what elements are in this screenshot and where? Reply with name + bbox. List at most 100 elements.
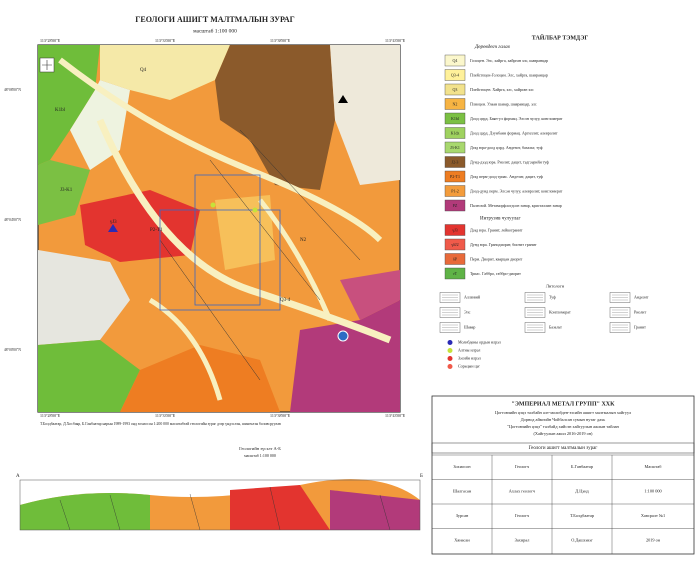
deposit-label: Зэсийн илрэл — [458, 355, 481, 360]
legend-text: Дээд юра. Гранит, лейкогранит — [470, 227, 523, 233]
legend-text: Плейстоцен. Хайрга, элс, хайрган элс — [470, 87, 534, 93]
section-end: А — [16, 474, 20, 479]
legend-text: Дунд юра. Гранодиорит, биотит гранит — [470, 242, 537, 248]
deposit-label: Молибдены ордын илрэл — [458, 339, 501, 344]
coordinate: 113°33'00"Е — [155, 413, 176, 418]
coordinate: 113°43'00"Е — [385, 38, 406, 43]
coordinate: 48°04'00"N — [4, 218, 21, 222]
symbol-label: Аллювий — [464, 294, 481, 299]
table-cell: Ахлах геологч — [509, 488, 536, 493]
table-cell: Масштаб — [645, 464, 663, 469]
legend-text: Дээд перм-доод триас. Андезит, дацит, ту… — [470, 174, 543, 180]
sheet-name: Геологи ашигт малтмалын зураг — [529, 446, 598, 451]
coordinate: 113°38'00"Е — [270, 413, 291, 418]
legend-code: K1dz — [451, 130, 460, 135]
map-label: J3-K1 — [60, 188, 73, 193]
legend-swatch — [444, 98, 466, 110]
legend-age: Дөрөвдөгч галав — [474, 45, 511, 50]
legend-code: Q4 — [453, 58, 458, 63]
symbol-label: Конгломерат — [549, 309, 571, 314]
legend-code: P1-2 — [451, 188, 459, 193]
symbol-label: Шавар — [464, 324, 475, 329]
legend-swatch — [444, 69, 466, 81]
legend-title: ТАЙЛБАР ТЭМДЭГ — [532, 33, 589, 41]
symbol-pattern — [612, 294, 628, 301]
legend-text: Голоцен. Элс, хайрга, хайрган элс, шавра… — [470, 58, 548, 64]
table-cell: 1:100 000 — [644, 488, 661, 493]
legend-text: Плиоцен. Улаан шавар, шавранцар, элс — [470, 101, 537, 107]
legend-swatch — [444, 185, 466, 197]
table-cell: Шалгасан — [453, 488, 472, 493]
legend-text: Дунд-дээд юра. Риолит, дацит, тэдгээрийн… — [470, 159, 549, 165]
symbol-pattern — [442, 294, 458, 301]
sheet-box — [431, 442, 695, 454]
legend-swatch — [444, 199, 466, 212]
symbol-pattern — [612, 324, 628, 331]
legend-swatch — [444, 238, 466, 251]
section-end: Б — [420, 474, 423, 479]
map-label: Q4 — [140, 68, 147, 73]
legend-swatch — [444, 170, 466, 183]
legend-code: J3-K1 — [450, 145, 460, 150]
legend-swatch — [444, 156, 466, 168]
legend-text: Палеозой. Метаморфлогдсон занар, кристал… — [470, 203, 562, 209]
symbol-pattern — [527, 324, 543, 331]
title-line: (Хайгуулын ажил 2016-2019 он) — [534, 431, 594, 436]
symbol-pattern — [527, 294, 543, 301]
symbol-label: Туф — [549, 294, 556, 299]
legend-code: δP — [453, 256, 458, 261]
coordinate: 113°43'00"Е — [385, 413, 406, 418]
legend-code: γδJ2 — [451, 242, 458, 247]
symbol-label: Андезит — [634, 294, 649, 299]
symbol-label: Базальт — [549, 324, 562, 329]
legend-swatch — [444, 141, 466, 154]
legend-swatch — [444, 253, 466, 265]
deposit-label: Алтны илрэл — [458, 347, 480, 352]
deposit-symbol — [447, 364, 453, 369]
section-scale: масштаб 1:100 000 — [244, 453, 276, 458]
table-cell: Д.Цэнд — [575, 488, 589, 493]
symbol-label: Элс — [464, 309, 471, 314]
legend-swatch — [444, 224, 466, 236]
cross-section — [19, 479, 421, 531]
coordinate: 113°33'00"Е — [155, 38, 176, 43]
legend-code: PZ — [453, 203, 458, 208]
table-cell: Зурсан — [456, 513, 469, 518]
authors: Т.Болдбаатар, Д.Хосбаяр, Б.Ганбаатар нар… — [40, 422, 281, 427]
table-cell: Захирал — [515, 537, 531, 542]
coordinate: 113°28'00"Е — [40, 38, 61, 43]
map-label: Q3-4 — [280, 298, 291, 303]
symbol-pattern — [527, 309, 543, 316]
coordinate: 113°38'00"Е — [270, 38, 291, 43]
deposit-symbol — [447, 340, 453, 345]
table-cell: Зохиосон — [453, 464, 471, 469]
table-cell: Б.Ганбаатар — [571, 464, 593, 469]
table-cell: 2019 он — [646, 537, 661, 542]
legend-swatch — [444, 54, 466, 67]
legend-code: γJ3 — [452, 227, 457, 232]
legend-code: P2-T1 — [450, 174, 460, 179]
table-cell: Хянасан — [454, 537, 470, 542]
table-cell: Геологч — [515, 513, 530, 518]
legend-code: K1bl — [451, 116, 460, 121]
title: ГЕОЛОГИ АШИГТ МАЛТМАЛЫН ЗУРАГ — [135, 15, 294, 24]
map-label: γJ3 — [110, 220, 117, 225]
legend-text: Перм. Диорит, кварцан диорит — [470, 256, 523, 262]
legend-subtitle: Литологи — [546, 284, 565, 289]
symbol-label: Риолит — [634, 309, 646, 314]
legend-swatch — [444, 112, 466, 125]
coordinate: 113°28'00"Е — [40, 413, 61, 418]
legend-subtitle: Интрузив чулуулаг — [480, 217, 521, 222]
table-cell: Хавсралт №1 — [641, 513, 665, 518]
legend-code: J2-3 — [452, 159, 459, 164]
title-line: Дорнод аймгийн Чойбалсан сумын нутаг дах… — [521, 417, 606, 422]
legend-code: νT — [453, 271, 458, 276]
symbol-pattern — [442, 309, 458, 316]
deposit-symbol — [447, 356, 453, 361]
table-cell: Геологч — [515, 464, 530, 469]
legend-code: N2 — [453, 101, 458, 106]
symbol-pattern — [612, 309, 628, 316]
map — [37, 44, 401, 413]
legend-text: Триас. Габбро, габбро-диорит — [470, 271, 521, 277]
